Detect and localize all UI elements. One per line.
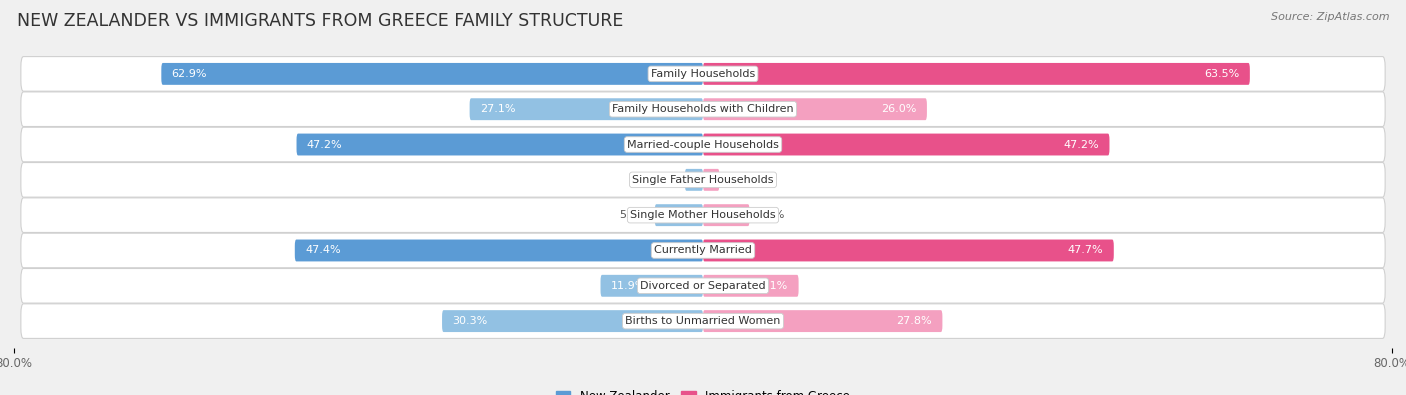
Text: 26.0%: 26.0% [882,104,917,114]
Text: 62.9%: 62.9% [172,69,207,79]
Text: 11.1%: 11.1% [754,281,789,291]
Text: 5.4%: 5.4% [756,210,785,220]
Text: 27.1%: 27.1% [479,104,516,114]
FancyBboxPatch shape [600,275,703,297]
Text: Family Households: Family Households [651,69,755,79]
Text: 11.9%: 11.9% [610,281,647,291]
FancyBboxPatch shape [21,56,1385,91]
FancyBboxPatch shape [703,63,1250,85]
FancyBboxPatch shape [703,98,927,120]
Text: Births to Unmarried Women: Births to Unmarried Women [626,316,780,326]
FancyBboxPatch shape [655,204,703,226]
FancyBboxPatch shape [685,169,703,191]
FancyBboxPatch shape [21,269,1385,303]
Text: 47.2%: 47.2% [307,139,343,150]
Text: 2.1%: 2.1% [650,175,678,185]
Text: 63.5%: 63.5% [1205,69,1240,79]
Text: Currently Married: Currently Married [654,245,752,256]
Text: NEW ZEALANDER VS IMMIGRANTS FROM GREECE FAMILY STRUCTURE: NEW ZEALANDER VS IMMIGRANTS FROM GREECE … [17,12,623,30]
FancyBboxPatch shape [21,162,1385,197]
Text: Married-couple Households: Married-couple Households [627,139,779,150]
FancyBboxPatch shape [21,304,1385,339]
Text: Single Father Households: Single Father Households [633,175,773,185]
Text: 1.9%: 1.9% [727,175,755,185]
FancyBboxPatch shape [703,275,799,297]
FancyBboxPatch shape [703,169,720,191]
FancyBboxPatch shape [162,63,703,85]
FancyBboxPatch shape [703,239,1114,261]
Text: 47.7%: 47.7% [1067,245,1104,256]
Legend: New Zealander, Immigrants from Greece: New Zealander, Immigrants from Greece [551,385,855,395]
FancyBboxPatch shape [21,198,1385,233]
Text: 5.6%: 5.6% [620,210,648,220]
Text: Source: ZipAtlas.com: Source: ZipAtlas.com [1271,12,1389,22]
FancyBboxPatch shape [703,204,749,226]
FancyBboxPatch shape [441,310,703,332]
Text: Single Mother Households: Single Mother Households [630,210,776,220]
Text: 47.4%: 47.4% [305,245,340,256]
FancyBboxPatch shape [703,310,942,332]
Text: 30.3%: 30.3% [453,316,488,326]
Text: Family Households with Children: Family Households with Children [612,104,794,114]
Text: Divorced or Separated: Divorced or Separated [640,281,766,291]
Text: 47.2%: 47.2% [1063,139,1099,150]
Text: 27.8%: 27.8% [897,316,932,326]
FancyBboxPatch shape [703,134,1109,156]
FancyBboxPatch shape [21,127,1385,162]
FancyBboxPatch shape [470,98,703,120]
FancyBboxPatch shape [21,233,1385,268]
FancyBboxPatch shape [295,239,703,261]
FancyBboxPatch shape [297,134,703,156]
FancyBboxPatch shape [21,92,1385,126]
